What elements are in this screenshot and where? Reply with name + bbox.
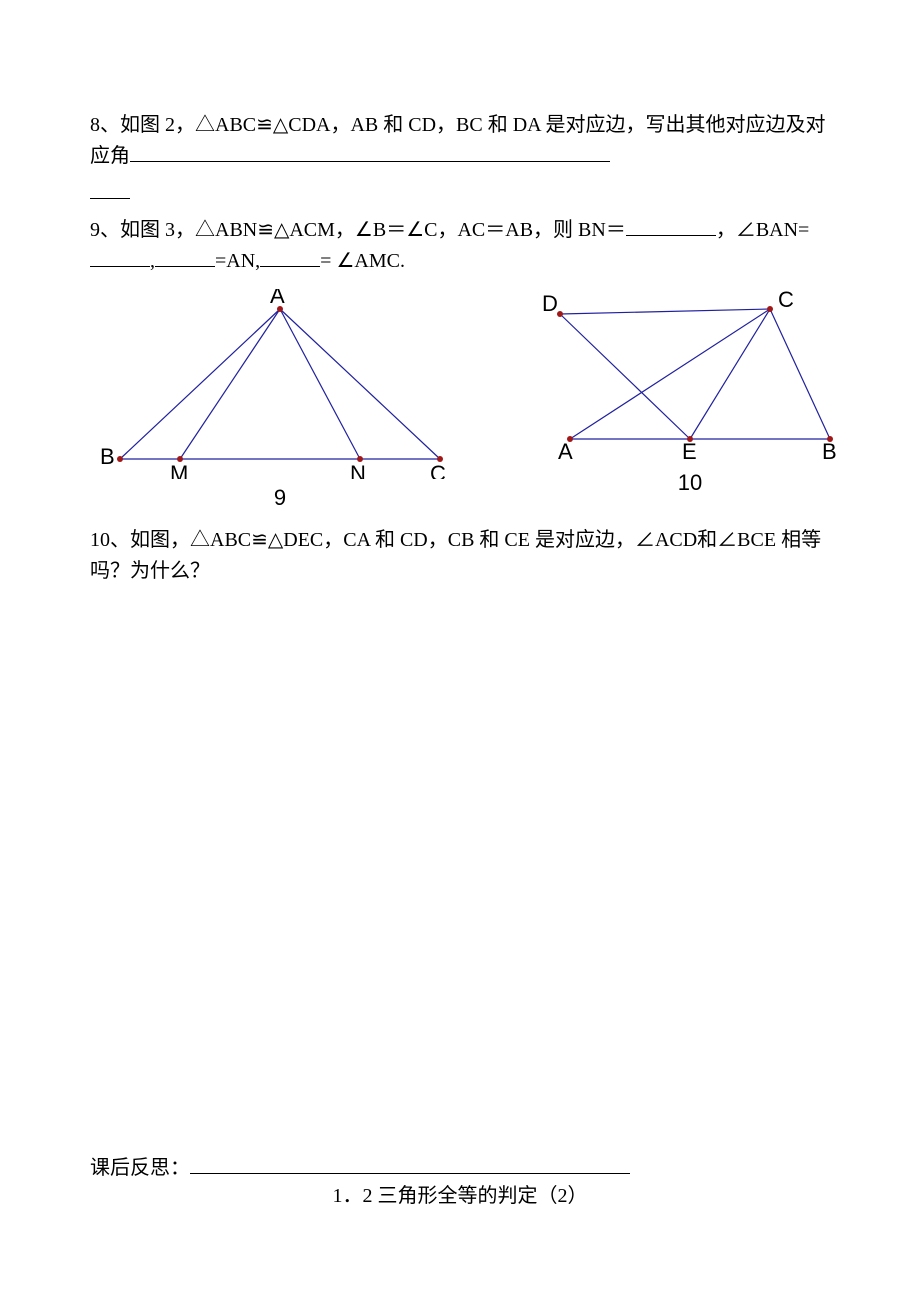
svg-text:C: C — [430, 461, 446, 479]
section-heading: 1．2 三角形全等的判定（2） — [0, 1179, 920, 1208]
svg-text:D: D — [542, 291, 558, 316]
figures-row: ABMNC 9 DCAEB 10 — [90, 289, 830, 511]
svg-text:B: B — [100, 444, 115, 469]
question-8: 8、如图 2，△ABC≌△CDA，AB 和 CD，BC 和 DA 是对应边，写出… — [90, 110, 830, 172]
q9-blank-3 — [155, 246, 215, 267]
svg-text:M: M — [170, 461, 188, 479]
q8-blank-1 — [130, 141, 610, 162]
figure-10: D C A E B 10 — [530, 289, 850, 496]
svg-text:A: A — [558, 439, 573, 464]
q8-blank-2 — [90, 178, 130, 199]
q9-text-4: =AN, — [215, 250, 260, 272]
q9-blank-2 — [90, 246, 150, 267]
figure-9-caption: 9 — [100, 485, 460, 511]
question-8-cont — [90, 178, 830, 209]
page: 8、如图 2，△ABC≌△CDA，AB 和 CD，BC 和 DA 是对应边，写出… — [0, 0, 920, 1300]
figure-10-caption: 10 — [530, 470, 850, 496]
svg-text:A: A — [270, 289, 285, 308]
q9-text-2: ，∠BAN= — [716, 219, 810, 241]
figure-9: A B M N C 9 — [100, 289, 460, 511]
reflection-label: 课后反思： — [90, 1157, 190, 1179]
reflection-blank — [190, 1153, 630, 1174]
q10-text: 10、如图，△ABC≌△DEC，CA 和 CD，CB 和 CE 是对应边，∠AC… — [90, 529, 821, 582]
question-10: 10、如图，△ABC≌△DEC，CA 和 CD，CB 和 CE 是对应边，∠AC… — [90, 525, 830, 587]
svg-text:E: E — [682, 439, 697, 464]
q9-blank-1 — [626, 215, 716, 236]
q9-text-5: = ∠AMC. — [320, 250, 405, 272]
svg-text:N: N — [350, 461, 366, 479]
q9-blank-4 — [260, 246, 320, 267]
q9-text-1: 9、如图 3，△ABN≌△ACM，∠B＝∠C，AC＝AB，则 BN＝ — [90, 219, 626, 241]
svg-text:B: B — [822, 439, 837, 464]
reflection-line: 课后反思： — [90, 1151, 630, 1180]
svg-text:C: C — [778, 289, 794, 312]
question-9: 9、如图 3，△ABN≌△ACM，∠B＝∠C，AC＝AB，则 BN＝ ，∠BAN=… — [90, 215, 830, 277]
